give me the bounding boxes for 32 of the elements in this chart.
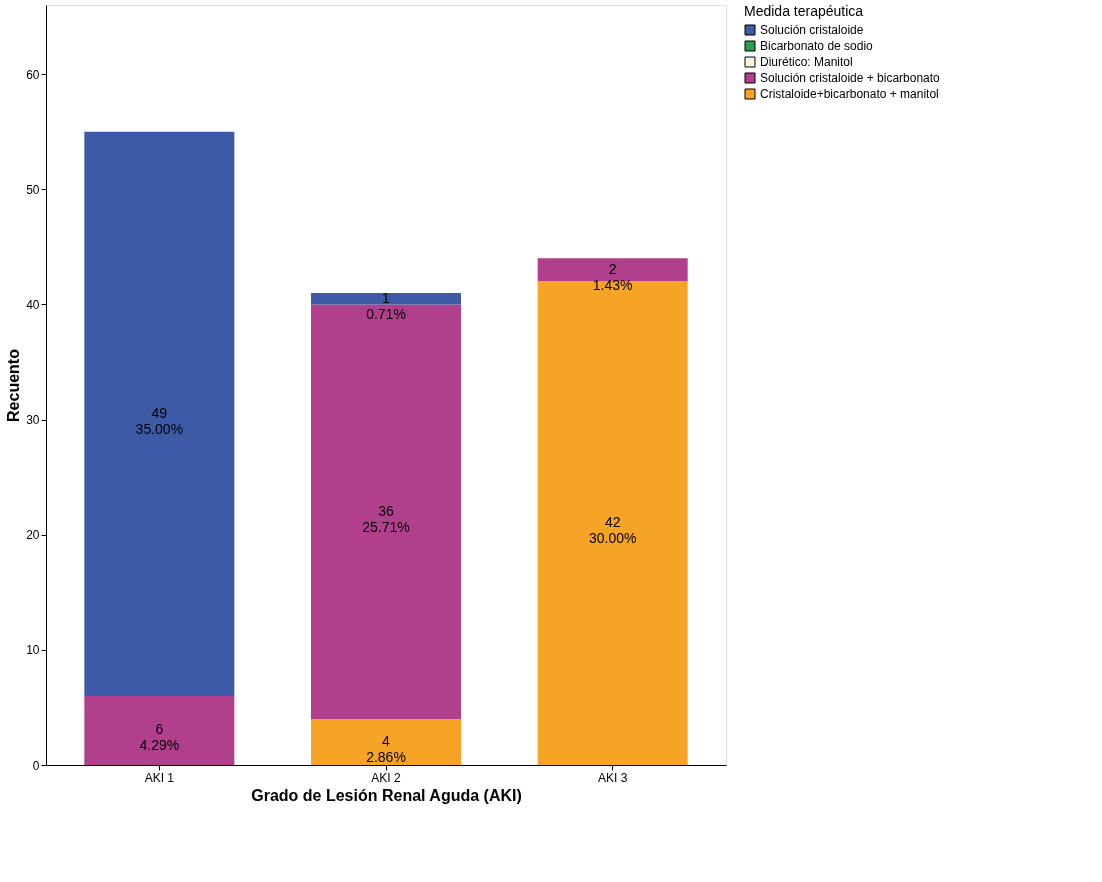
- legend-label: Bicarbonato de sodio: [760, 39, 874, 53]
- y-tick-label: 0: [32, 758, 40, 773]
- y-axis-title: Recuento: [5, 348, 23, 422]
- y-tick-label: 50: [26, 182, 40, 197]
- data-label: 2 1.43%: [592, 260, 633, 293]
- y-tick-label: 10: [26, 643, 40, 658]
- x-tick-label: AKI 3: [597, 770, 628, 785]
- data-label: 6 4.29%: [139, 721, 180, 754]
- y-tick-label: 20: [26, 528, 40, 543]
- x-axis-title: Grado de Lesión Renal Aguda (AKI): [251, 786, 522, 804]
- y-tick-label: 60: [26, 67, 40, 82]
- legend-label: Solución cristaloide: [760, 23, 864, 37]
- bar: [537, 258, 688, 282]
- bar: [84, 131, 235, 696]
- legend-label: Solución cristaloide + bicarbonato: [760, 71, 941, 85]
- legend-title: Medida terapéutica: [744, 3, 864, 19]
- bar: [84, 695, 235, 765]
- data-label: 42 30.00%: [588, 514, 637, 547]
- y-tick-label: 40: [26, 297, 40, 312]
- y-tick-label: 30: [26, 413, 40, 428]
- legend-label: Diurético: Manitol: [760, 55, 853, 69]
- data-label: 1 0.71%: [366, 289, 406, 322]
- x-tick-label: AKI 1: [144, 770, 175, 785]
- bar: [311, 292, 461, 305]
- bar: [311, 718, 461, 765]
- x-tick-label: AKI 2: [371, 770, 401, 785]
- bar: [537, 281, 688, 765]
- data-label: 49 35.00%: [135, 404, 184, 437]
- legend-label: Cristaloide+bicarbonato + manitol: [760, 87, 939, 101]
- data-label: 36 25.71%: [362, 502, 410, 535]
- data-label: 4 2.86%: [366, 732, 406, 765]
- bar: [311, 304, 461, 719]
